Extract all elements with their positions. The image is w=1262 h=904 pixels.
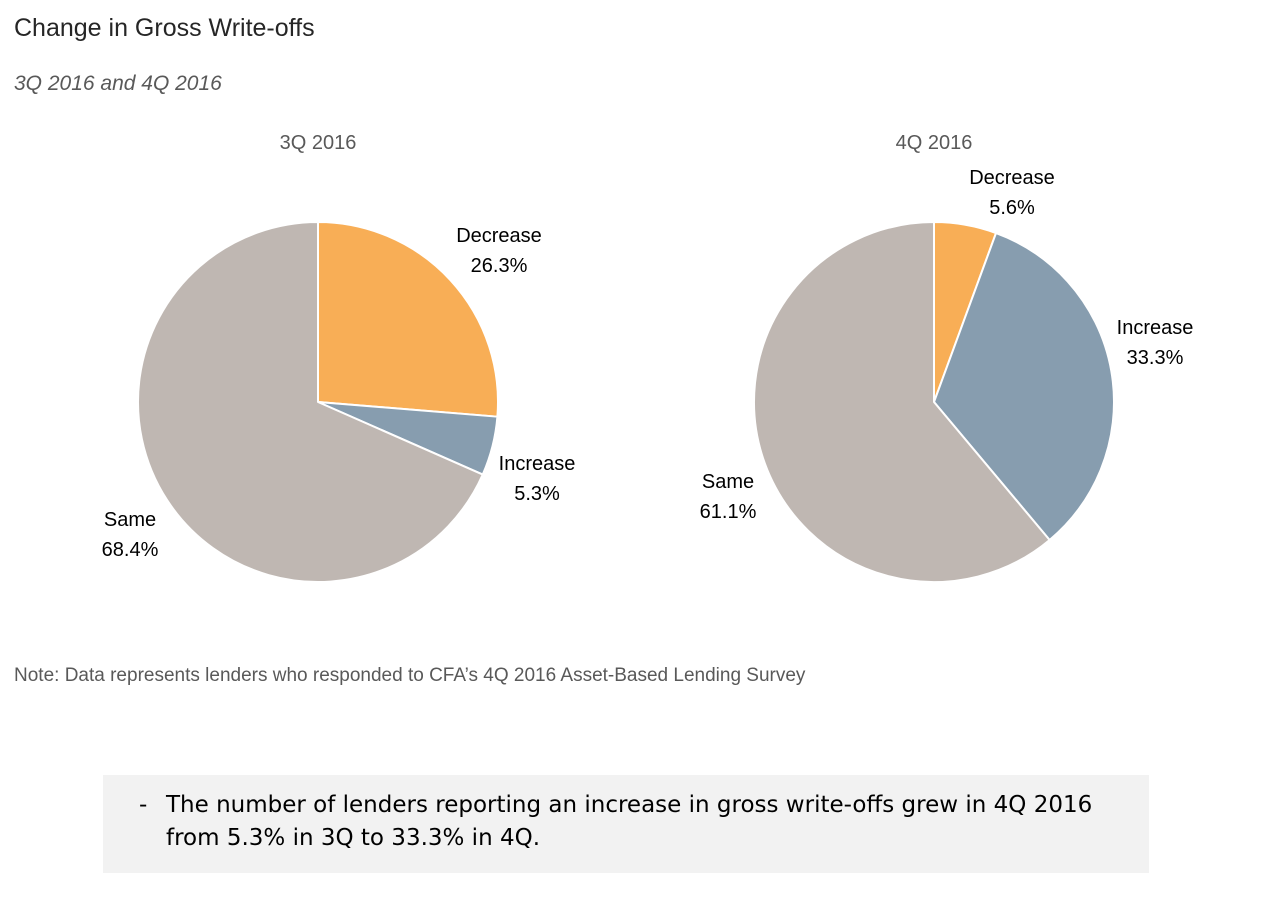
chart-subtitle: 3Q 2016 and 4Q 2016 — [14, 72, 222, 95]
slice-category: Same — [104, 509, 156, 531]
callout-box: - The number of lenders reporting an inc… — [103, 775, 1149, 873]
pie-slice-increase — [933, 232, 1115, 541]
chart-title: Change in Gross Write-offs — [14, 14, 315, 42]
pie-chart-1: 3Q 2016 Decrease 26.3% Increase 5.3% Same 68.4… — [102, 132, 576, 583]
slice-value: 5.6% — [989, 197, 1035, 219]
pie-title: 3Q 2016 — [280, 132, 357, 154]
slice-label-increase: Increase 5.3% — [499, 453, 576, 505]
slice-value: 33.3% — [1127, 347, 1184, 369]
slice-category: Same — [702, 471, 754, 493]
slice-value: 68.4% — [102, 539, 159, 561]
pie-title: 4Q 2016 — [896, 132, 973, 154]
pie-slice-decrease — [317, 221, 499, 418]
footnote: Note: Data represents lenders who respon… — [14, 665, 806, 686]
slice-category: Decrease — [969, 167, 1055, 189]
slice-label-decrease: Decrease 5.6% — [969, 167, 1055, 219]
slice-label-increase: Increase 33.3% — [1117, 317, 1194, 369]
slice-label-decrease: Decrease 26.3% — [456, 225, 542, 277]
slice-label-same: Same 61.1% — [700, 471, 757, 523]
slice-value: 26.3% — [471, 255, 528, 277]
slice-value: 61.1% — [700, 501, 757, 523]
slice-category: Increase — [1117, 317, 1194, 339]
pie-chart-2: 4Q 2016 Decrease 5.6% Increase 33.3% Same 61.1… — [700, 132, 1194, 583]
slice-value: 5.3% — [514, 483, 560, 505]
slice-label-same: Same 68.4% — [102, 509, 159, 561]
slice-category: Decrease — [456, 225, 542, 247]
bullet-dash: - — [139, 792, 148, 818]
slice-category: Increase — [499, 453, 576, 475]
pie-slice-same — [753, 221, 1051, 583]
pie-slice-same — [137, 221, 484, 583]
pie-charts: 3Q 2016 Decrease 26.3% Increase 5.3% Same 68.4… — [102, 132, 1194, 583]
callout-text: The number of lenders reporting an incre… — [166, 792, 1093, 851]
